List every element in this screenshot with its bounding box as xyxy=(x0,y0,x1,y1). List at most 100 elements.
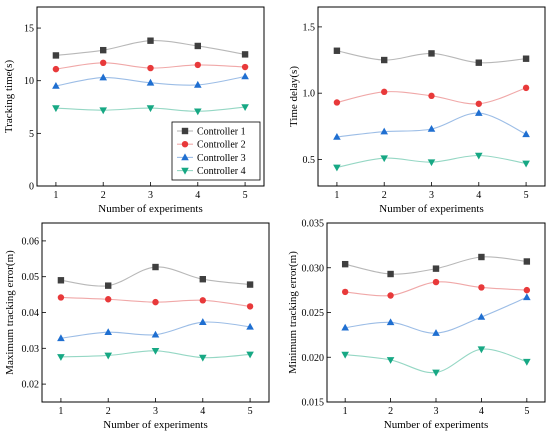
data-point xyxy=(241,63,249,71)
y-tick-label: 0.5 xyxy=(303,155,316,166)
x-tick-label: 2 xyxy=(382,190,387,201)
y-tick-label: 0.025 xyxy=(302,308,325,319)
x-tick-label: 4 xyxy=(479,406,484,417)
x-tick-label: 5 xyxy=(243,190,248,201)
x-tick-label: 3 xyxy=(434,406,439,417)
legend-entry-1: Controller 1 xyxy=(197,127,246,138)
data-point xyxy=(477,312,486,320)
data-point xyxy=(522,130,530,138)
y-axis-label: Time delay(s) xyxy=(288,66,300,127)
data-point xyxy=(477,346,486,354)
x-tick-label: 3 xyxy=(153,406,158,417)
data-point xyxy=(474,109,483,116)
data-point xyxy=(151,348,160,355)
x-tick-label: 5 xyxy=(524,406,529,417)
x-tick-label: 4 xyxy=(195,190,200,201)
data-point xyxy=(475,100,482,107)
data-point xyxy=(193,80,202,88)
data-point xyxy=(474,152,483,160)
x-tick-label: 4 xyxy=(200,406,205,417)
x-tick-label: 4 xyxy=(476,190,481,201)
legend-marker xyxy=(181,141,189,148)
data-point xyxy=(432,329,440,336)
data-point xyxy=(105,296,112,303)
data-point xyxy=(428,92,435,100)
data-point xyxy=(146,78,155,86)
x-tick-label: 1 xyxy=(58,406,63,417)
data-point xyxy=(341,351,349,359)
data-point xyxy=(198,318,207,325)
data-point xyxy=(57,354,65,361)
legend-marker xyxy=(181,167,189,175)
data-point xyxy=(52,81,60,89)
data-point xyxy=(432,369,440,377)
data-point xyxy=(152,263,159,271)
data-point xyxy=(52,65,60,73)
data-point xyxy=(52,52,60,59)
data-point xyxy=(241,104,249,112)
data-point xyxy=(386,357,395,364)
data-point xyxy=(428,50,435,57)
y-tick-label: 1.5 xyxy=(303,22,316,33)
data-point xyxy=(241,72,249,80)
data-point xyxy=(146,105,155,113)
legend-entry-4: Controller 4 xyxy=(197,166,246,177)
x-tick-label: 2 xyxy=(388,406,393,417)
legend-marker xyxy=(181,153,189,161)
data-point xyxy=(199,276,206,283)
data-point xyxy=(432,265,440,272)
x-axis-label: Number of experiments xyxy=(98,203,202,215)
data-point xyxy=(100,59,107,67)
chart-panel-2: 1 2 3 4 5 0.5 1.0 1.5 Number of experiments Time … xyxy=(288,6,546,215)
y-tick-label: 0.015 xyxy=(302,398,325,409)
data-point xyxy=(246,322,254,330)
data-point xyxy=(522,160,530,168)
x-tick-label: 5 xyxy=(248,406,253,417)
data-point xyxy=(99,73,108,81)
legend: Controller 1 Controller 2 Controller 3 Cont… xyxy=(171,121,261,181)
x-tick-label: 1 xyxy=(334,190,339,201)
x-tick-label: 5 xyxy=(524,190,529,201)
data-point xyxy=(104,328,113,335)
data-point xyxy=(194,61,201,69)
data-point xyxy=(104,352,113,360)
data-point xyxy=(523,286,531,294)
data-point xyxy=(386,318,395,326)
data-point xyxy=(387,292,394,299)
data-point xyxy=(241,51,249,58)
data-point xyxy=(57,294,65,301)
series-line-4 xyxy=(345,348,527,374)
data-point xyxy=(194,42,201,50)
data-point xyxy=(380,155,389,163)
data-point xyxy=(380,127,389,135)
series-line-3 xyxy=(336,112,527,138)
x-tick-label: 2 xyxy=(106,406,111,417)
legend-entry-3: Controller 3 xyxy=(197,153,246,164)
data-point xyxy=(432,278,440,286)
data-point xyxy=(105,282,112,289)
data-point xyxy=(333,164,341,172)
data-point xyxy=(387,270,394,278)
data-point xyxy=(523,293,531,301)
data-point xyxy=(333,132,341,140)
data-point xyxy=(478,253,485,261)
y-tick-label: 0.02 xyxy=(22,380,40,391)
y-tick-label: 0.030 xyxy=(302,263,325,274)
x-axis-label: Number of experiments xyxy=(379,203,483,215)
x-tick-label: 1 xyxy=(343,406,348,417)
y-tick-label: 1.0 xyxy=(303,89,316,100)
data-point xyxy=(100,46,107,54)
data-point xyxy=(246,303,254,310)
data-point xyxy=(523,258,531,265)
x-tick-label: 2 xyxy=(101,190,106,201)
data-point xyxy=(381,88,388,96)
data-point xyxy=(522,84,530,92)
data-point xyxy=(52,105,60,113)
data-point xyxy=(57,277,65,284)
y-tick-label: 0.035 xyxy=(302,219,325,230)
x-axis-label: Number of experiments xyxy=(384,419,488,431)
data-point xyxy=(199,297,206,304)
data-point xyxy=(427,159,436,167)
data-point xyxy=(151,330,160,338)
